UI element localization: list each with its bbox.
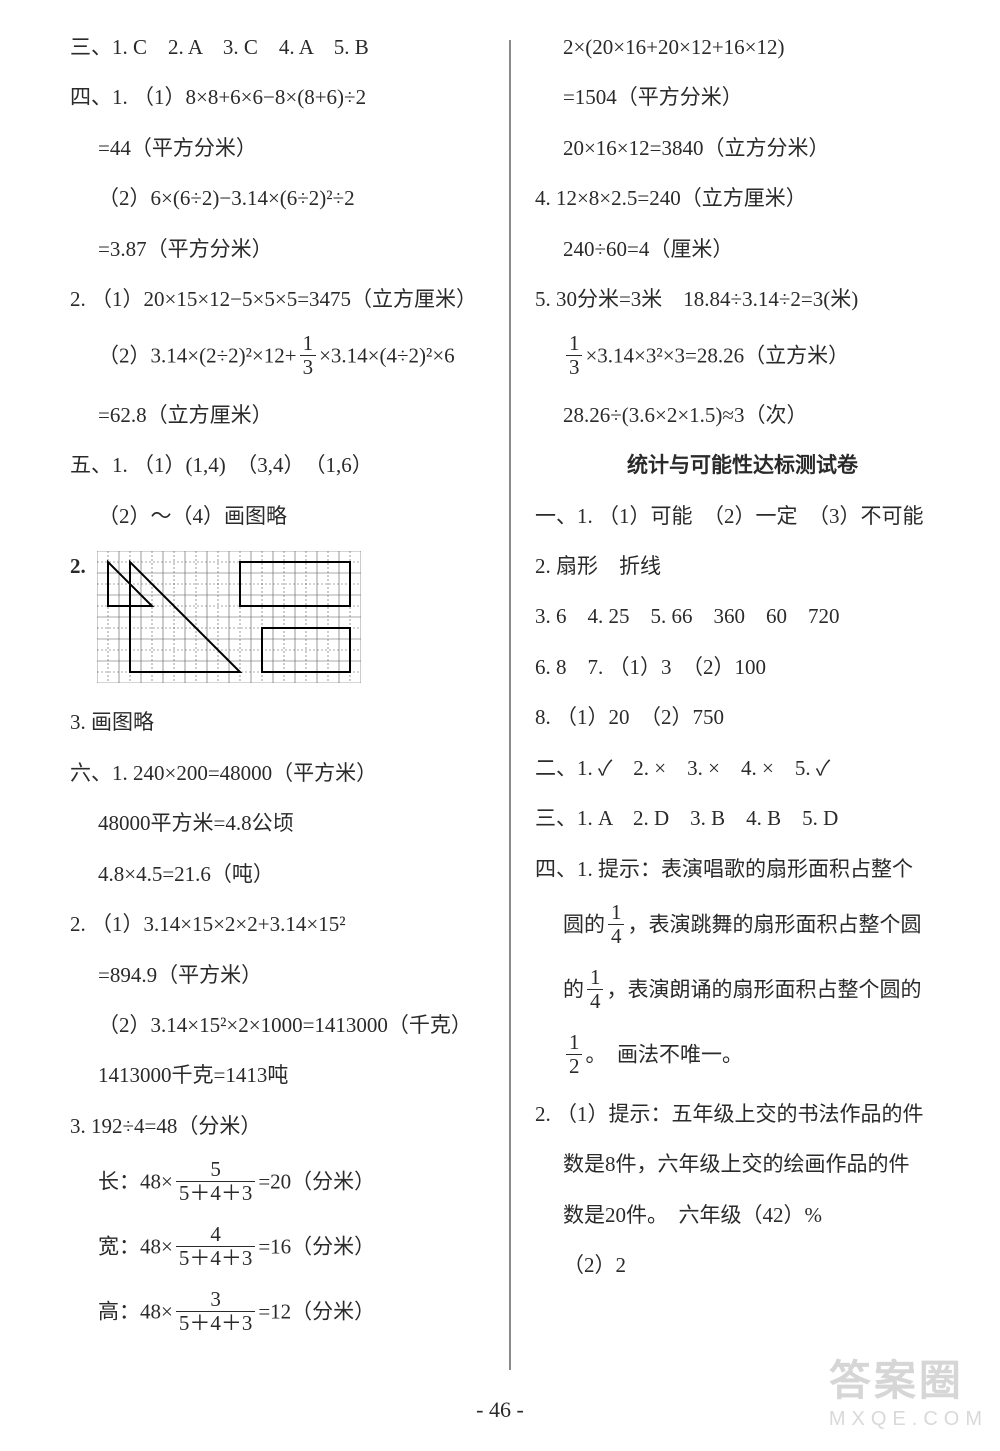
text-line: 三、1. A 2. D 3. B 4. B 5. D [535,803,950,833]
expr-part: ×3.14×(4÷2)²×6 [319,343,455,367]
left-column: 三、1. C 2. A 3. C 4. A 5. B 四、1. （1）8×8+6… [70,32,485,1392]
text-line: 4.8×4.5=21.6（吨） [70,859,485,889]
expr-part: ×3.14×3²×3=28.26（立方米） [585,343,849,367]
text-line: 2. [70,551,485,699]
text-line: 高：48×35＋4＋3=12（分米） [70,1291,485,1336]
expr-part: =12（分米） [258,1300,375,1324]
text-line: 3. 6 4. 25 5. 66 360 60 720 [535,601,950,631]
fraction: 13 [300,333,317,378]
text-line: =44（平方分米） [70,133,485,163]
text-line: 数是20件。 六年级（42）% [535,1200,950,1230]
expr-part: （2）3.14×(2÷2)²×12+ [98,343,297,367]
text-line: 2. 扇形 折线 [535,551,950,581]
text-line: 2. （1）3.14×15×2×2+3.14×15² [70,909,485,939]
text-line: 48000平方米=4.8公顷 [70,808,485,838]
text-line: 长：48×55＋4＋3=20（分米） [70,1161,485,1206]
text-line: =62.8（立方厘米） [70,400,485,430]
text-line: 一、1. （1）可能 （2）一定 （3）不可能 [535,501,950,531]
watermark: 答案圈 MXQE.COM [829,1347,988,1431]
right-column: 2×(20×16+20×12+16×12) =1504（平方分米） 20×16×… [535,32,950,1392]
text-line: 240÷60=4（厘米） [535,234,950,264]
text-line: 四、1. （1）8×8+6×6−8×(8+6)÷2 [70,82,485,112]
text-line: 四、1. 提示：表演唱歌的扇形面积占整个 [535,854,950,884]
expr-part: ，表演朗诵的扇形面积占整个圆的 [606,977,921,1001]
expr-part: ，表演跳舞的扇形面积占整个圆 [627,912,921,936]
text-line: （2）3.14×15²×2×1000=1413000（千克） [70,1010,485,1040]
text-line: 12。 画法不唯一。 [535,1034,950,1079]
text-line: 2. （1）20×15×12−5×5×5=3475（立方厘米） [70,284,485,314]
expr-part: 高：48× [98,1300,173,1324]
fraction: 45＋4＋3 [176,1224,256,1269]
text-line: 4. 12×8×2.5=240（立方厘米） [535,183,950,213]
text-line: 8. （1）20 （2）750 [535,702,950,732]
watermark-main: 答案圈 [829,1357,964,1404]
watermark-sub: MXQE.COM [829,1408,988,1431]
text-line: 3. 画图略 [70,707,485,737]
section-title: 统计与可能性达标测试卷 [535,450,950,480]
text-line: 1413000千克=1413吨 [70,1060,485,1090]
text-line: 三、1. C 2. A 3. C 4. A 5. B [70,32,485,62]
expr-part: 长：48× [98,1170,173,1194]
expr-part: =16（分米） [258,1235,375,1259]
text-line: （2）2 [535,1250,950,1280]
text-line: 五、1. （1）(1,4) （3,4） （1,6） [70,450,485,480]
text-line: （2）～（4）画图略 [70,501,485,531]
text-line: 六、1. 240×200=48000（平方米） [70,758,485,788]
text-line: =1504（平方分米） [535,82,950,112]
grid-figure [97,551,361,691]
text-line: 28.26÷(3.6×2×1.5)≈3（次） [535,400,950,430]
text-line: 6. 8 7. （1）3 （2）100 [535,652,950,682]
fraction: 12 [566,1032,583,1077]
column-divider [509,40,511,1370]
fraction: 14 [608,902,625,947]
text-line: =894.9（平方米） [70,960,485,990]
text-line: （2）3.14×(2÷2)²×12+13×3.14×(4÷2)²×6 [70,335,485,380]
text-line: =3.87（平方分米） [70,234,485,264]
text-line: 二、1. ✓ 2. × 3. × 4. × 5. ✓ [535,753,950,783]
text-line: 2. （1）提示：五年级上交的书法作品的件 [535,1099,950,1129]
expr-part: 宽：48× [98,1235,173,1259]
text-line: 的14，表演朗诵的扇形面积占整个圆的 [535,969,950,1014]
expr-part: =20（分米） [258,1170,375,1194]
text-line: （2）6×(6÷2)−3.14×(6÷2)²÷2 [70,183,485,213]
text-line: 圆的14，表演跳舞的扇形面积占整个圆 [535,904,950,949]
text-line: 2×(20×16+20×12+16×12) [535,32,950,62]
fraction: 13 [566,333,583,378]
text-line: 5. 30分米=3米 18.84÷3.14÷2=3(米) [535,284,950,314]
text-line: 3. 192÷4=48（分米） [70,1111,485,1141]
text-line: 宽：48×45＋4＋3=16（分米） [70,1226,485,1271]
fraction: 55＋4＋3 [176,1159,256,1204]
text-line: 数是8件，六年级上交的绘画作品的件 [535,1149,950,1179]
expr-part: 的 [563,977,584,1001]
expr-part: 。 画法不唯一。 [585,1042,743,1066]
expr-part: 圆的 [563,912,605,936]
fraction: 14 [587,967,604,1012]
text-line: 20×16×12=3840（立方分米） [535,133,950,163]
text-line: 13×3.14×3²×3=28.26（立方米） [535,335,950,380]
fraction: 35＋4＋3 [176,1289,256,1334]
item-number: 2. [70,554,86,578]
